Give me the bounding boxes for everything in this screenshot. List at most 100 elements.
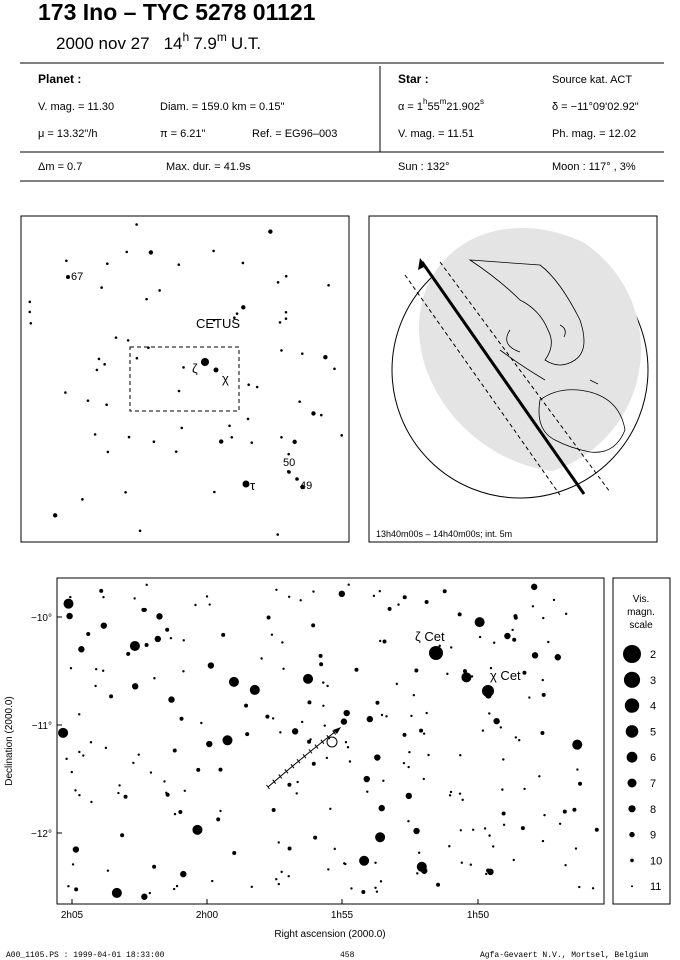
star	[344, 740, 348, 744]
star	[154, 635, 162, 643]
star	[250, 885, 253, 889]
star	[541, 692, 546, 697]
star	[502, 758, 505, 761]
star	[156, 613, 163, 620]
path-limit	[404, 274, 561, 496]
star	[165, 627, 170, 632]
star	[163, 780, 166, 783]
legend-title: scale	[629, 620, 653, 631]
publisher: Agfa-Gevaert N.V., Mortsel, Belgium	[480, 951, 648, 960]
star	[265, 714, 270, 719]
star	[382, 779, 385, 783]
minute: 7.9	[193, 34, 217, 53]
star	[74, 789, 77, 792]
star	[427, 753, 430, 757]
star	[511, 628, 514, 632]
x-tick-label: 1h55	[331, 910, 354, 921]
hour: 14	[164, 34, 183, 53]
globe-frame	[368, 215, 658, 543]
star	[488, 834, 491, 837]
star	[469, 863, 473, 866]
track-tick	[320, 739, 325, 745]
star	[271, 807, 276, 812]
star	[221, 632, 226, 637]
star	[213, 490, 216, 494]
star	[323, 724, 326, 727]
star	[499, 726, 503, 729]
star	[291, 728, 299, 735]
star	[594, 827, 599, 832]
reference: Ref. = EG96–003	[252, 128, 337, 140]
legend-dot	[630, 858, 634, 863]
star	[512, 637, 517, 642]
star	[538, 775, 541, 778]
star	[103, 363, 106, 366]
star	[366, 715, 374, 723]
star	[578, 885, 581, 889]
star	[424, 599, 429, 604]
star-label: ζ Cet	[415, 629, 445, 644]
star	[374, 861, 377, 865]
sky-frame	[56, 577, 605, 905]
legend-dot	[627, 778, 637, 788]
star-phmag: Ph. mag. = 12.02	[552, 128, 636, 140]
star	[148, 250, 154, 255]
star	[104, 746, 108, 750]
star	[284, 317, 288, 320]
star	[449, 790, 453, 794]
parallax: π = 6.21"	[160, 128, 206, 140]
star	[340, 718, 348, 725]
star	[278, 321, 282, 324]
star	[372, 594, 376, 598]
star	[99, 588, 104, 593]
star	[520, 826, 525, 831]
star	[446, 672, 449, 676]
star	[416, 861, 427, 872]
star	[514, 736, 518, 739]
star	[78, 713, 81, 716]
ra-part: h	[423, 97, 427, 106]
star	[90, 800, 93, 804]
legend-title: magn.	[627, 607, 655, 618]
star	[212, 318, 216, 322]
star	[382, 639, 387, 644]
right-ascension: α = 1h55m21.902s	[398, 97, 484, 113]
star	[528, 696, 531, 699]
star	[487, 868, 494, 876]
star	[578, 781, 583, 786]
star	[206, 740, 213, 748]
star	[247, 383, 250, 386]
star	[552, 598, 556, 602]
star-label: χ	[222, 371, 229, 386]
star	[153, 677, 156, 680]
star	[250, 441, 254, 444]
moon: Moon : 117° , 3%	[552, 161, 636, 173]
legend-dot	[629, 831, 635, 838]
star	[65, 757, 68, 761]
star	[235, 312, 239, 315]
star	[311, 411, 316, 416]
star	[106, 450, 110, 454]
star	[457, 612, 462, 617]
star	[513, 615, 518, 620]
star	[300, 720, 304, 724]
star	[380, 713, 384, 717]
star	[378, 804, 385, 812]
star	[300, 484, 305, 490]
star	[228, 676, 239, 687]
star	[363, 775, 370, 783]
star	[295, 477, 299, 481]
star	[554, 654, 561, 661]
star	[197, 828, 201, 831]
star	[275, 878, 278, 881]
legend-label: 6	[650, 752, 656, 764]
star	[148, 891, 152, 895]
star	[182, 639, 185, 642]
star	[460, 861, 464, 864]
star	[359, 855, 370, 866]
star	[63, 598, 74, 609]
star	[471, 828, 475, 831]
date: 2000 nov 27	[56, 34, 150, 53]
star	[493, 717, 500, 725]
star	[141, 607, 146, 612]
